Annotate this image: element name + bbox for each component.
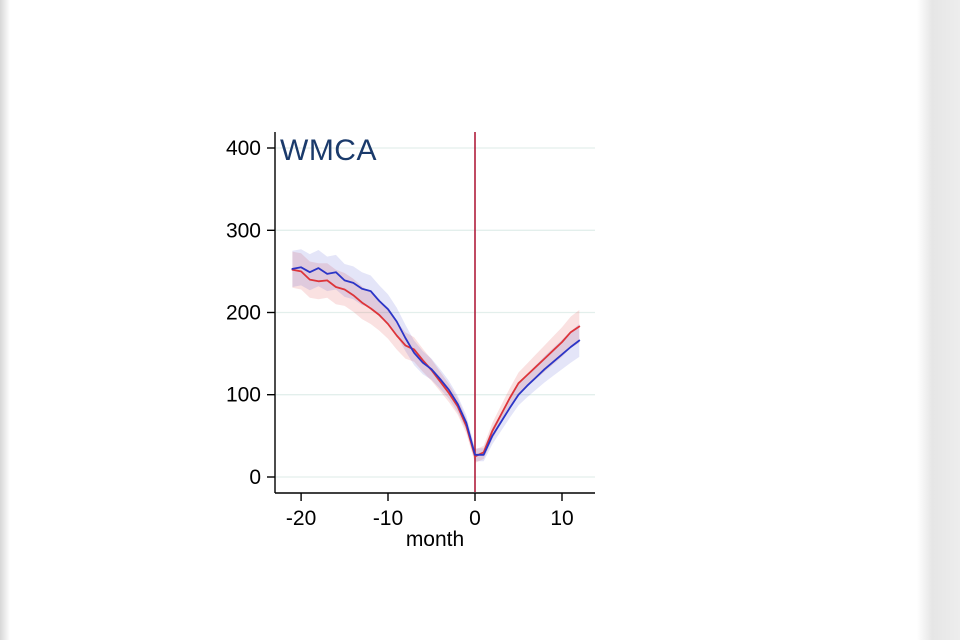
- y-tick-label: 200: [226, 302, 261, 325]
- y-tick-label: 0: [249, 466, 261, 489]
- x-tick-label: 0: [469, 507, 481, 530]
- red-line: [291, 268, 581, 458]
- page-edge-right: [917, 0, 960, 640]
- y-tick-label: 300: [226, 219, 261, 242]
- y-tick-label: 100: [226, 384, 261, 407]
- blue-line: [291, 266, 581, 456]
- chart-title: WMCA: [280, 134, 377, 167]
- blue-confidence-band: [292, 249, 580, 462]
- page-edge-left: [0, 0, 10, 640]
- x-axis-label: month: [405, 528, 465, 551]
- x-tick-label: -20: [286, 507, 316, 530]
- x-tick-label: 10: [550, 507, 573, 530]
- y-tick-label: 400: [226, 137, 261, 160]
- x-tick-label: -10: [373, 507, 403, 530]
